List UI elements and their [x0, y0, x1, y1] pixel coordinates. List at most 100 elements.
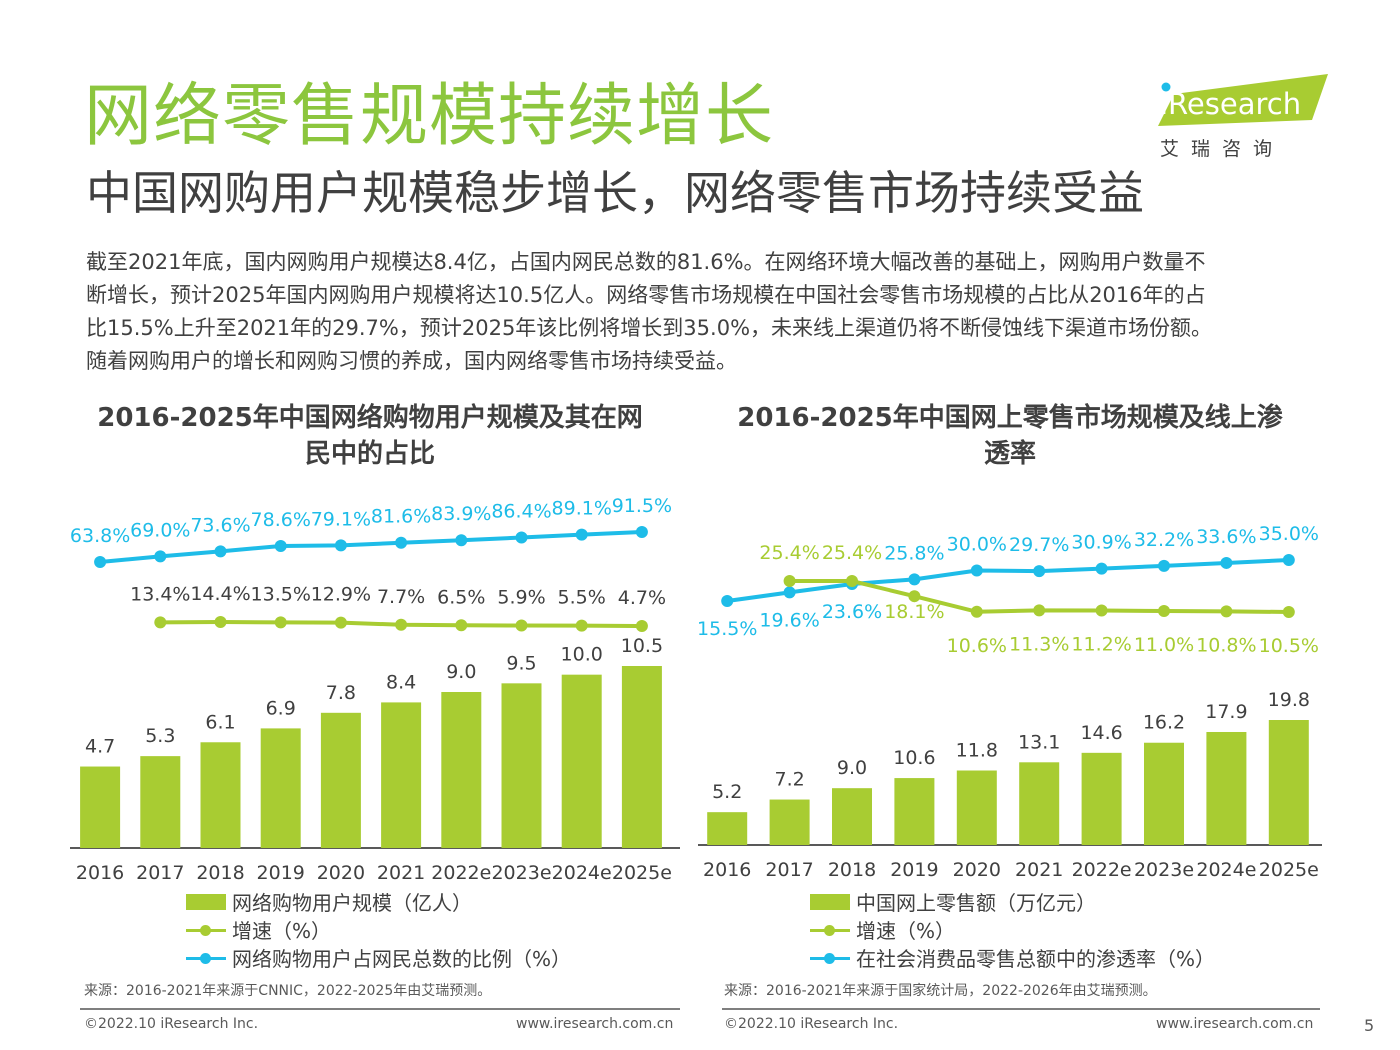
ratio-value-label: 32.2% — [1134, 529, 1194, 551]
footer-divider-right — [722, 1008, 1320, 1010]
bar — [320, 712, 361, 848]
growth-point — [1033, 604, 1046, 617]
legend-bar-swatch — [810, 893, 850, 910]
growth-point — [154, 616, 167, 629]
ratio-value-label: 30.0% — [947, 534, 1007, 556]
page-subtitle: 中国网购用户规模稳步增长，网络零售市场持续受益 — [86, 166, 1144, 220]
ratio-value-label: 33.6% — [1196, 526, 1256, 548]
page-title: 网络零售规模持续增长 — [84, 77, 775, 156]
footer-url-left[interactable]: www.iresearch.com.cn — [516, 1016, 674, 1032]
page-number: 5 — [1364, 1016, 1375, 1035]
x-tick-label: 2019 — [890, 859, 938, 881]
chart-1-title: 2016-2025年中国网络购物用户规模及其在网 民中的占比 — [70, 400, 670, 472]
legend-item-ratio: 网络购物用户占网民总数的比例（%） — [186, 943, 571, 972]
logo-text: iResearch — [1160, 87, 1301, 121]
x-tick-label: 2022e — [1072, 859, 1132, 881]
bar-value-label: 9.0 — [446, 661, 476, 683]
bar-value-label: 9.0 — [837, 757, 867, 779]
bar-value-label: 7.2 — [774, 769, 804, 791]
ratio-value-label: 83.9% — [431, 503, 491, 525]
bar-value-label: 14.6 — [1080, 722, 1122, 744]
ratio-value-label: 73.6% — [190, 514, 250, 536]
bar-value-label: 9.5 — [506, 652, 536, 674]
legend-item-growth: 增速（%） — [186, 915, 331, 944]
growth-value-label: 5.5% — [558, 587, 606, 609]
legend-line-swatch — [186, 950, 226, 966]
legend-label: 在社会消费品零售总额中的渗透率（%） — [856, 947, 1216, 971]
ratio-value-label: 15.5% — [697, 618, 757, 640]
chart-2-title: 2016-2025年中国网上零售市场规模及线上渗 透率 — [700, 400, 1320, 472]
ratio-point — [94, 556, 107, 568]
x-tick-label: 2018 — [828, 859, 876, 881]
iresearch-logo: iResearch — [1158, 74, 1328, 126]
ratio-value-label: 81.6% — [371, 506, 431, 528]
x-tick-label: 2023e — [491, 862, 551, 884]
bar — [80, 766, 121, 848]
bar — [769, 799, 810, 845]
bar-value-label: 7.8 — [326, 682, 356, 704]
ratio-line — [726, 558, 1289, 603]
chart-1-title-line2: 民中的占比 — [304, 439, 435, 469]
bar — [621, 666, 662, 848]
bar-value-label: 10.5 — [621, 635, 663, 657]
bar — [441, 692, 482, 848]
x-tick-label: 2016 — [76, 862, 124, 884]
legend-bar-swatch — [186, 893, 226, 910]
bar-value-label: 8.4 — [386, 671, 416, 693]
footer-divider-left — [80, 1008, 680, 1010]
growth-point — [783, 575, 796, 587]
growth-value-label: 10.5% — [1259, 635, 1319, 657]
bar-value-label: 19.8 — [1268, 689, 1310, 711]
bar — [260, 728, 301, 848]
growth-value-label: 11.2% — [1071, 634, 1131, 656]
growth-point — [575, 619, 588, 632]
growth-value-label: 11.3% — [1009, 633, 1069, 655]
growth-point — [334, 616, 347, 629]
ratio-value-label: 35.0% — [1259, 523, 1319, 545]
bar — [1144, 742, 1184, 845]
bar-value-label: 4.7 — [85, 736, 115, 758]
bar — [956, 770, 997, 845]
bar — [1268, 720, 1309, 845]
legend-label: 网络购物用户规模（亿人） — [232, 891, 472, 915]
x-tick-label: 2021 — [1015, 859, 1063, 881]
growth-value-label: 12.9% — [311, 584, 371, 606]
chart-2-title-line1: 2016-2025年中国网上零售市场规模及线上渗 — [737, 403, 1283, 433]
growth-point — [395, 618, 408, 631]
ratio-point — [970, 564, 983, 577]
growth-value-label: 5.9% — [497, 587, 545, 609]
growth-value-label: 11.0% — [1134, 634, 1194, 656]
growth-point — [1220, 605, 1233, 618]
bar — [200, 742, 241, 848]
growth-value-label: 7.7% — [377, 586, 425, 608]
growth-value-label: 18.1% — [884, 601, 944, 623]
bar-value-label: 17.9 — [1205, 701, 1247, 723]
legend-label: 增速（%） — [856, 919, 956, 943]
ratio-point — [908, 573, 921, 586]
bar-value-label: 5.2 — [712, 781, 742, 803]
bar — [381, 702, 422, 848]
ratio-point — [1158, 559, 1170, 572]
x-tick-label: 2020 — [953, 859, 1001, 881]
growth-point — [970, 605, 983, 618]
ratio-value-label: 63.8% — [70, 525, 130, 547]
legend-item-growth: 增速（%） — [810, 915, 955, 944]
legend-item-penetration: 在社会消费品零售总额中的渗透率（%） — [810, 943, 1215, 972]
legend-item-user-scale: 网络购物用户规模（亿人） — [186, 887, 472, 916]
growth-value-label: 10.8% — [1196, 634, 1256, 656]
growth-value-label: 13.4% — [130, 583, 190, 605]
legend-label: 中国网上零售额（万亿元） — [856, 891, 1096, 915]
chart-1-source: 来源：2016-2021年来源于CNNIC，2022-2025年由艾瑞预测。 — [84, 983, 492, 999]
legend-line-swatch — [810, 922, 850, 938]
bar — [894, 778, 935, 845]
bar-value-label: 10.6 — [893, 747, 935, 769]
growth-value-label: 13.5% — [251, 583, 311, 605]
ratio-value-label: 25.8% — [884, 542, 944, 564]
bar-value-label: 6.9 — [266, 697, 296, 719]
x-tick-label: 2023e — [1134, 859, 1194, 881]
x-tick-label: 2021 — [377, 862, 425, 884]
growth-value-label: 6.5% — [437, 586, 485, 608]
footer-url-right[interactable]: www.iresearch.com.cn — [1156, 1016, 1314, 1032]
ratio-point — [274, 539, 287, 552]
ratio-point — [1220, 556, 1233, 569]
